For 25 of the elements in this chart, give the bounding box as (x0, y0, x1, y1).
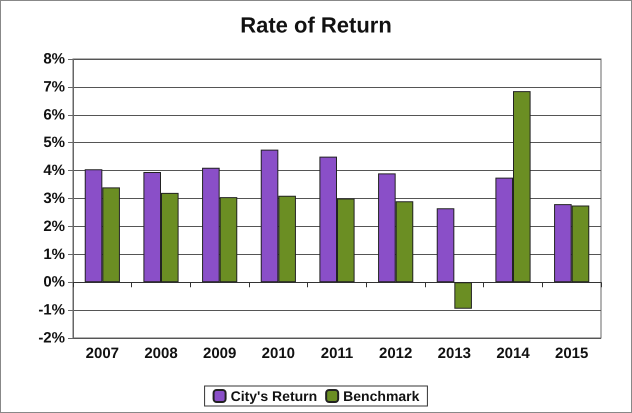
y-tick-label: 0% (43, 274, 65, 291)
x-tick-label: 2007 (86, 345, 120, 362)
y-tick-label: 3% (43, 190, 65, 207)
y-tick-label: 6% (43, 106, 65, 124)
x-tick-label: 2013 (438, 345, 472, 362)
y-tick-label: 5% (43, 134, 65, 152)
y-tick-label: -1% (38, 302, 65, 319)
y-tick-label: -2% (38, 330, 65, 346)
x-tick-label: 2008 (144, 345, 178, 362)
y-tick-label: 8% (43, 50, 65, 68)
y-tick-label: 2% (43, 218, 65, 235)
bar (454, 282, 472, 309)
x-tick-label: 2012 (378, 345, 412, 362)
x-tick-label: 2014 (496, 345, 530, 362)
legend-label: Benchmark (343, 388, 420, 404)
bar (436, 208, 454, 282)
y-tick-label: 7% (43, 78, 65, 96)
chart-title: Rate of Return (240, 12, 392, 38)
x-tick-label: 2009 (202, 345, 236, 362)
legend-label: City's Return (230, 388, 318, 404)
x-tick-label: 2015 (554, 345, 588, 362)
y-tick-label: 4% (43, 162, 65, 180)
x-tick-label: 2010 (262, 345, 296, 362)
x-tick-label: 2011 (320, 345, 354, 362)
y-tick-label: 1% (43, 246, 65, 263)
